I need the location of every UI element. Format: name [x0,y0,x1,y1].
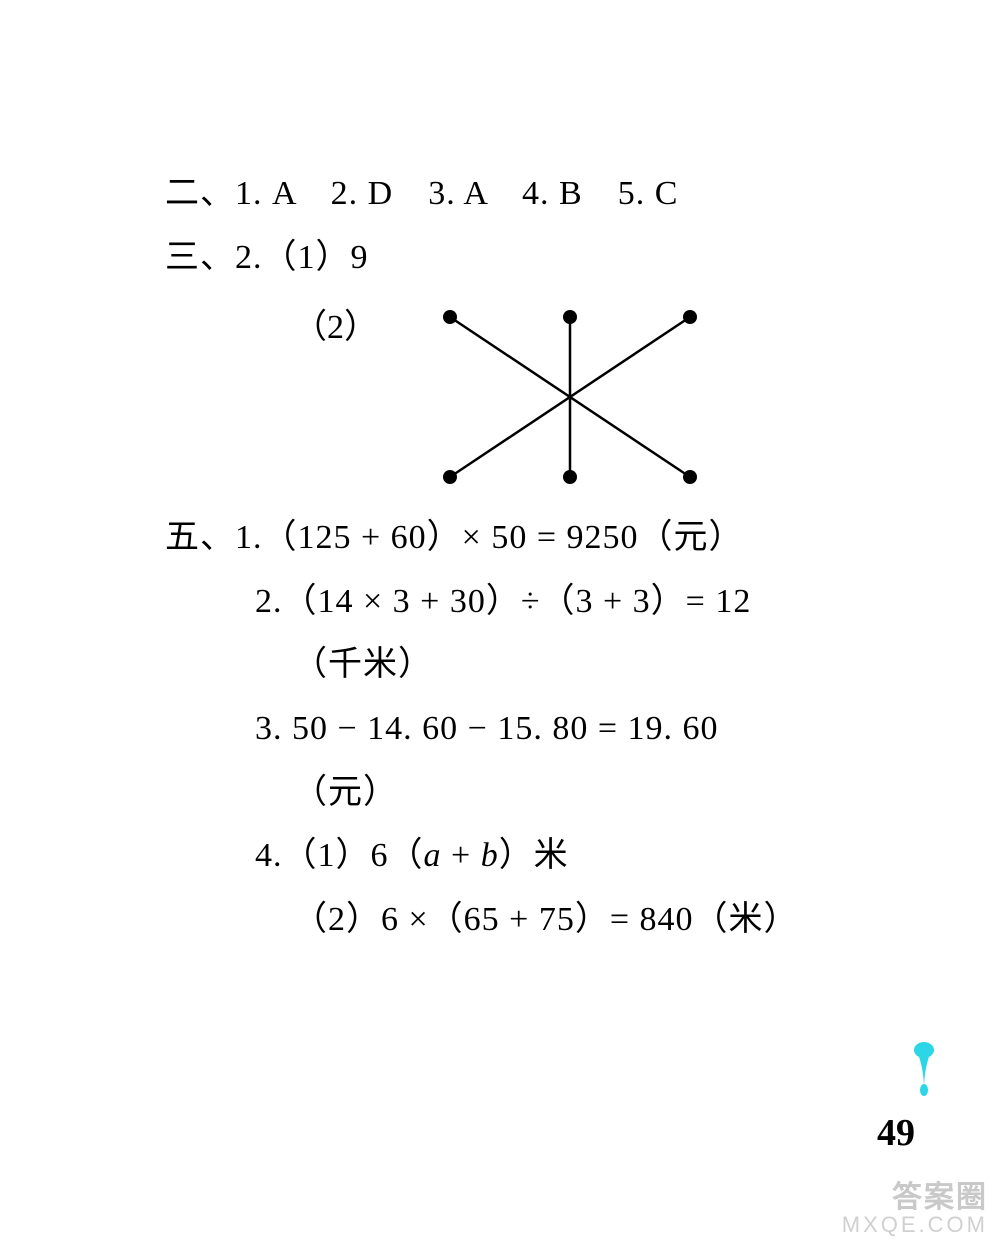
section-5-q4-1: 4.（1）6（a + b）米 [165,832,880,880]
section-5-q2-unit-text: （千米） [293,646,433,683]
section-3-q2-2: （2） [165,297,880,502]
section-3-label: 三、 [165,239,235,276]
section-5-q4-2-text: （2）6 ×（65 + 75）= 840（米） [293,901,799,938]
six-point-diagram [390,297,750,497]
page-number: 49 [877,1111,915,1155]
watermark-brand: 答案圈 [842,1172,988,1216]
section-5-q1: 五、1.（125 + 60）× 50 = 9250（元） [165,514,880,562]
q4-1-prefix: 4.（1）6（ [255,837,424,874]
section-5-q1-text: 1.（125 + 60）× 50 = 9250（元） [235,519,744,556]
pin-icon [906,1040,942,1100]
section-3-q2-1: 2.（1）9 [235,239,369,276]
section-5-q2-unit: （千米） [165,641,880,689]
section-5-q3: 3. 50 − 14. 60 − 15. 80 = 19. 60 [165,705,880,753]
diagram-wrap [382,297,750,502]
section-5-label: 五、 [165,519,235,556]
q4-1-a: a [424,837,442,874]
watermark-domain: MXQE.COM [842,1212,988,1238]
watermark: 答案圈 MXQE.COM [842,1172,988,1238]
section-5-q4-2: （2）6 ×（65 + 75）= 840（米） [165,896,880,944]
section-5-q3-unit-text: （元） [293,774,398,811]
section-3-q2-2-label: （2） [165,297,378,348]
page: 二、1. A 2. D 3. A 4. B 5. C 三、2.（1）9 （2） … [0,0,1000,1250]
section-2-answers: 1. A 2. D 3. A 4. B 5. C [235,175,678,212]
q4-1-mid: + [442,837,481,874]
section-5-q2-text: 2.（14 × 3 + 30）÷（3 + 3）= 12 [255,583,751,620]
section-3-line1: 三、2.（1）9 [165,234,880,282]
section-2: 二、1. A 2. D 3. A 4. B 5. C [165,170,880,218]
q4-1-b: b [481,837,499,874]
section-5-q3-text: 3. 50 − 14. 60 − 15. 80 = 19. 60 [255,710,719,747]
q4-1-suffix: ）米 [499,837,569,874]
section-5-q3-unit: （元） [165,769,880,817]
section-2-label: 二、 [165,175,235,212]
section-5-q2: 2.（14 × 3 + 30）÷（3 + 3）= 12 [165,578,880,626]
